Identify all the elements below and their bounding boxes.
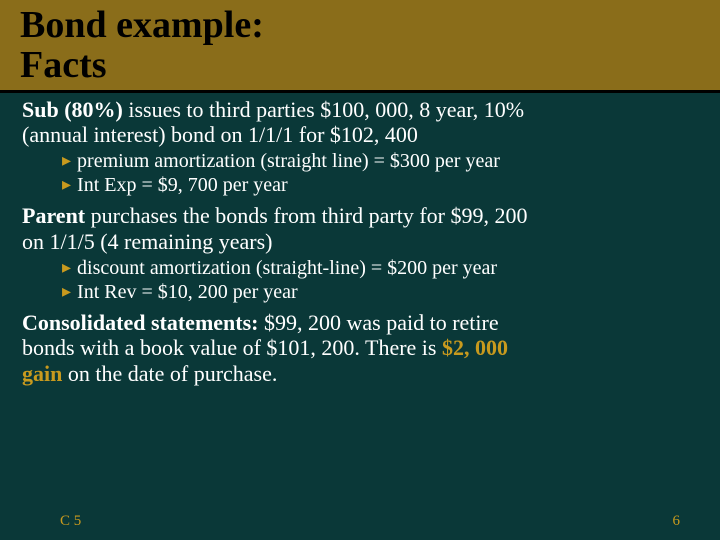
section2-rest2: on 1/1/5 (4 remaining years): [22, 229, 273, 254]
caret-icon: ▸: [62, 256, 71, 279]
gain-word: gain: [22, 361, 62, 386]
section2-lead: Parent: [22, 203, 85, 228]
section3-rest1: $99, 200 was paid to retire: [259, 310, 499, 335]
section1-lead: Sub (80%): [22, 97, 123, 122]
title-line1: Bond example:: [20, 4, 264, 46]
footer-left: C 5: [60, 513, 81, 530]
section3-para: Consolidated statements: $99, 200 was pa…: [22, 310, 698, 386]
section2-bullets: ▸ discount amortization (straight-line) …: [62, 256, 698, 304]
bullet-text: Int Exp = $9, 700 per year: [77, 173, 288, 197]
list-item: ▸ Int Rev = $10, 200 per year: [62, 280, 698, 304]
list-item: ▸ Int Exp = $9, 700 per year: [62, 173, 698, 197]
caret-icon: ▸: [62, 173, 71, 196]
footer: C 5 6: [0, 513, 720, 530]
list-item: ▸ discount amortization (straight-line) …: [62, 256, 698, 280]
slide-title: Bond example: Facts: [20, 6, 700, 86]
section1-para: Sub (80%) issues to third parties $100, …: [22, 97, 698, 148]
bullet-text: discount amortization (straight-line) = …: [77, 256, 497, 280]
section2-para: Parent purchases the bonds from third pa…: [22, 203, 698, 254]
section2-rest1: purchases the bonds from third party for…: [85, 203, 527, 228]
section1-rest1: issues to third parties $100, 000, 8 yea…: [123, 97, 524, 122]
footer-right: 6: [673, 513, 681, 530]
section3-lead: Consolidated statements:: [22, 310, 259, 335]
bullet-text: Int Rev = $10, 200 per year: [77, 280, 298, 304]
section1-rest2: (annual interest) bond on 1/1/1 for $102…: [22, 122, 418, 147]
caret-icon: ▸: [62, 149, 71, 172]
title-bar: Bond example: Facts: [0, 0, 720, 93]
caret-icon: ▸: [62, 280, 71, 303]
list-item: ▸ premium amortization (straight line) =…: [62, 149, 698, 173]
section3-rest2a: bonds with a book value of $101, 200. Th…: [22, 335, 442, 360]
title-line2: Facts: [20, 44, 107, 86]
bullet-text: premium amortization (straight line) = $…: [77, 149, 500, 173]
gain-amount: $2, 000: [442, 335, 508, 360]
section3-rest3b: on the date of purchase.: [62, 361, 277, 386]
section1-bullets: ▸ premium amortization (straight line) =…: [62, 149, 698, 197]
content-area: Sub (80%) issues to third parties $100, …: [0, 93, 720, 386]
